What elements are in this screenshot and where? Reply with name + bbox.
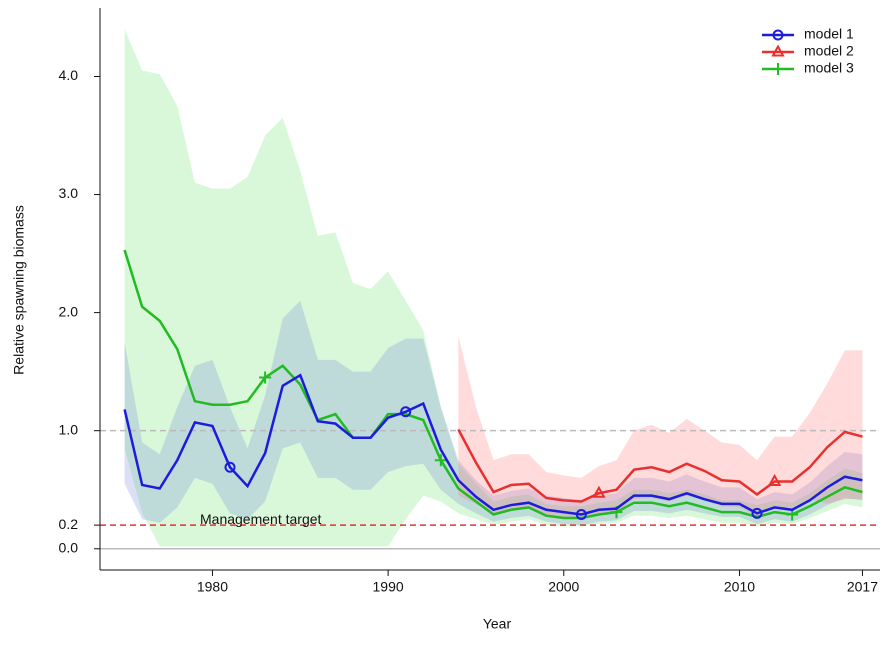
- series-line: [457, 428, 863, 503]
- legend-marker: [772, 63, 784, 75]
- x-tick-label: 2000: [548, 579, 579, 595]
- x-tick-label: 2010: [724, 579, 755, 595]
- legend-label: model 2: [804, 43, 854, 59]
- y-axis-label: Relative spawning biomass: [11, 205, 27, 375]
- x-tick-label: 2017: [847, 579, 878, 595]
- confidence-band: [458, 336, 863, 520]
- y-tick-label: 4.0: [59, 67, 79, 83]
- y-tick-label: 1.0: [59, 421, 79, 437]
- confidence-band: [124, 29, 863, 547]
- legend-label: model 1: [804, 26, 854, 42]
- legend-marker: [772, 29, 784, 41]
- marker: [400, 406, 412, 418]
- series-line: [123, 249, 863, 520]
- marker: [575, 509, 587, 521]
- marker: [751, 507, 763, 519]
- reference-label: Management target: [200, 511, 322, 527]
- confidence-band: [124, 300, 863, 526]
- legend-label: model 3: [804, 60, 854, 76]
- legend-marker: [771, 44, 785, 57]
- x-tick-label: 1990: [373, 579, 404, 595]
- series-line: [123, 373, 863, 516]
- marker: [767, 473, 782, 486]
- marker: [592, 485, 606, 498]
- y-tick-label: 3.0: [59, 185, 79, 201]
- x-axis-label: Year: [483, 616, 512, 632]
- marker: [434, 454, 447, 467]
- marker: [224, 461, 236, 473]
- y-tick-label: 0.2: [59, 516, 79, 532]
- marker: [259, 371, 272, 384]
- x-tick-label: 1980: [197, 579, 228, 595]
- y-tick-label: 2.0: [59, 303, 79, 319]
- y-tick-label: 0.0: [59, 539, 79, 555]
